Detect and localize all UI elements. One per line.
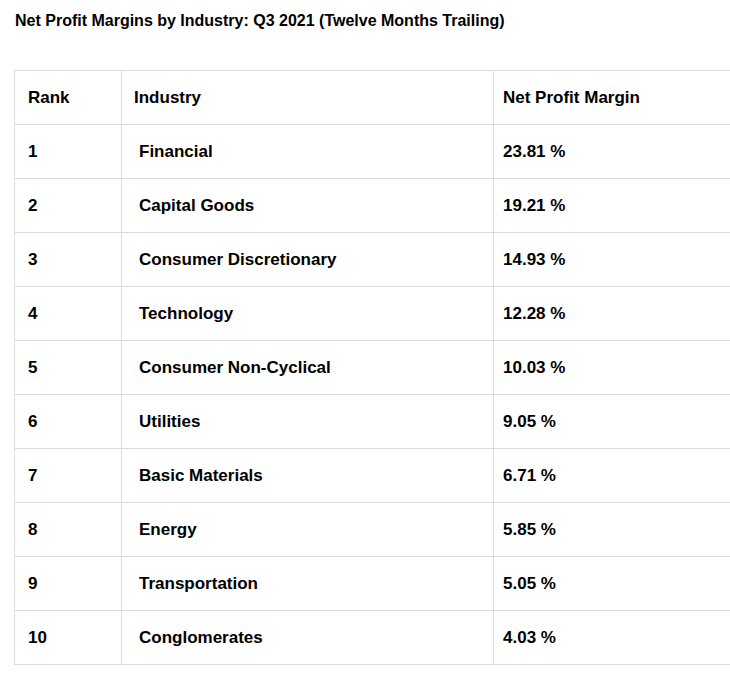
column-header-industry: Industry: [122, 71, 494, 125]
table-row: 5 Consumer Non-Cyclical 10.03 %: [15, 341, 730, 395]
column-header-margin: Net Profit Margin: [494, 71, 730, 125]
rank-cell: 9: [15, 557, 122, 611]
industry-cell: Consumer Non-Cyclical: [122, 341, 494, 395]
rank-cell: 8: [15, 503, 122, 557]
rank-cell: 2: [15, 179, 122, 233]
industry-cell: Utilities: [122, 395, 494, 449]
rank-cell: 3: [15, 233, 122, 287]
margin-cell: 23.81 %: [494, 125, 730, 179]
margin-cell: 10.03 %: [494, 341, 730, 395]
rank-cell: 6: [15, 395, 122, 449]
rank-cell: 5: [15, 341, 122, 395]
table-row: 7 Basic Materials 6.71 %: [15, 449, 730, 503]
rank-cell: 4: [15, 287, 122, 341]
rank-cell: 10: [15, 611, 122, 665]
industry-cell: Consumer Discretionary: [122, 233, 494, 287]
margin-cell: 6.71 %: [494, 449, 730, 503]
table-row: 10 Conglomerates 4.03 %: [15, 611, 730, 665]
table-row: 3 Consumer Discretionary 14.93 %: [15, 233, 730, 287]
table-row: 9 Transportation 5.05 %: [15, 557, 730, 611]
rank-cell: 1: [15, 125, 122, 179]
net-profit-margins-table: Rank Industry Net Profit Margin 1 Financ…: [14, 70, 730, 665]
table-row: 2 Capital Goods 19.21 %: [15, 179, 730, 233]
table-row: 4 Technology 12.28 %: [15, 287, 730, 341]
rank-cell: 7: [15, 449, 122, 503]
industry-cell: Technology: [122, 287, 494, 341]
column-header-rank: Rank: [15, 71, 122, 125]
industry-cell: Financial: [122, 125, 494, 179]
margin-cell: 5.85 %: [494, 503, 730, 557]
margin-cell: 9.05 %: [494, 395, 730, 449]
table-row: 1 Financial 23.81 %: [15, 125, 730, 179]
industry-cell: Energy: [122, 503, 494, 557]
table-row: 6 Utilities 9.05 %: [15, 395, 730, 449]
margin-cell: 19.21 %: [494, 179, 730, 233]
page-title: Net Profit Margins by Industry: Q3 2021 …: [0, 0, 730, 30]
industry-cell: Basic Materials: [122, 449, 494, 503]
header-row: Rank Industry Net Profit Margin: [15, 71, 730, 125]
industry-cell: Conglomerates: [122, 611, 494, 665]
margin-cell: 4.03 %: [494, 611, 730, 665]
industry-cell: Capital Goods: [122, 179, 494, 233]
margin-cell: 5.05 %: [494, 557, 730, 611]
margin-cell: 12.28 %: [494, 287, 730, 341]
table-row: 8 Energy 5.85 %: [15, 503, 730, 557]
margin-cell: 14.93 %: [494, 233, 730, 287]
industry-cell: Transportation: [122, 557, 494, 611]
